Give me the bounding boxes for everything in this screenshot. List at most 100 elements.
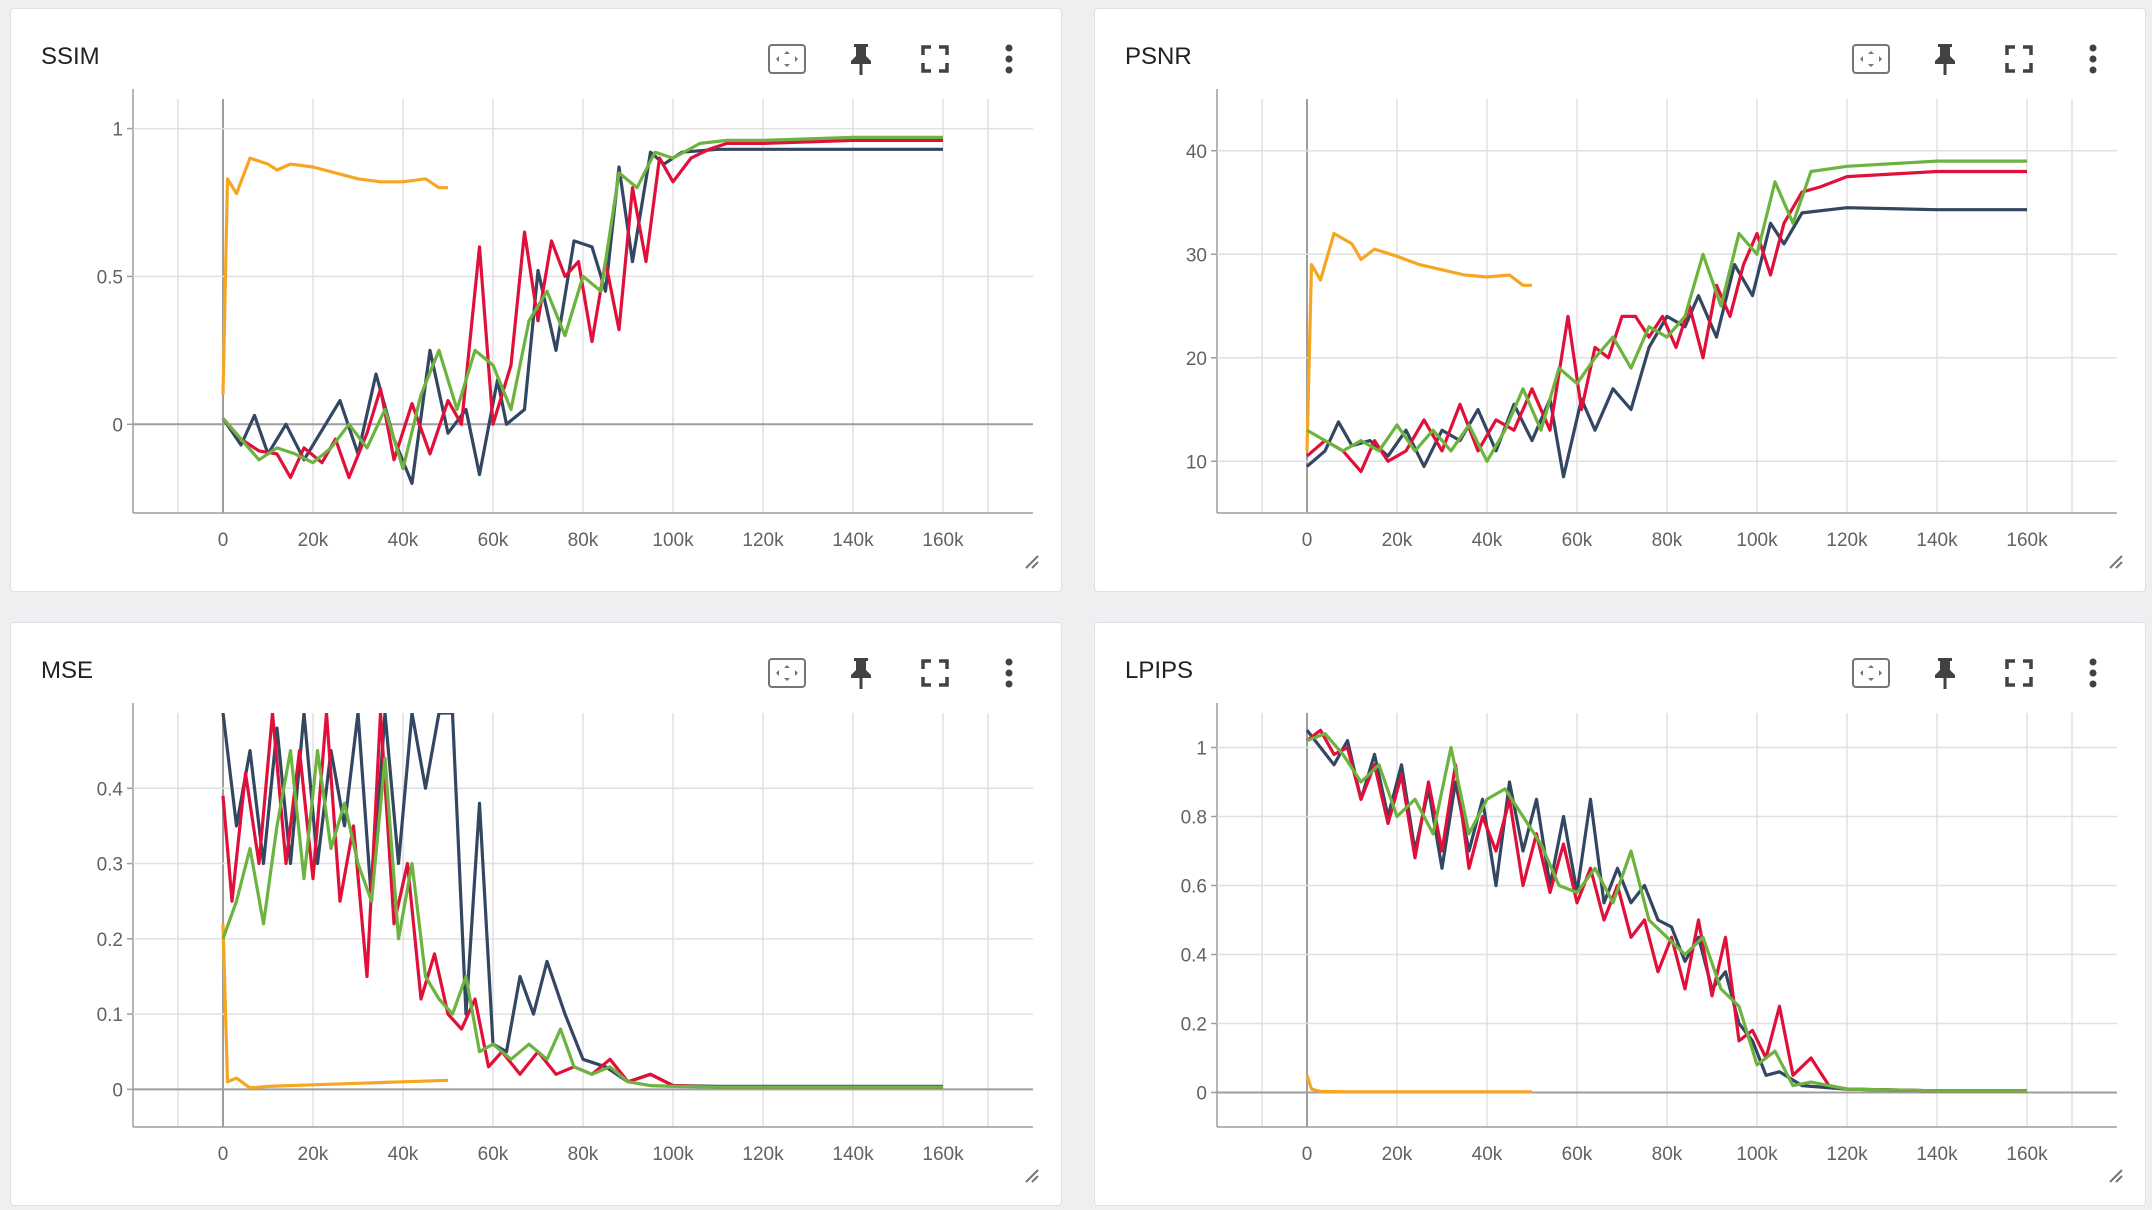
series-line-orange (1305, 1074, 1532, 1094)
y-tick-label: 1 (112, 120, 123, 141)
chart-card-ssim: SSIM 0 20k 40k 60k 80k 100k 120k 140k 160k 0 0.5 1 (10, 8, 1062, 592)
pin-button[interactable] (1923, 651, 1967, 695)
pin-button[interactable] (1923, 37, 1967, 81)
fit-domain-button[interactable] (765, 37, 809, 81)
series-line-green (221, 135, 943, 471)
resize-handle-icon[interactable] (1023, 1167, 1039, 1183)
series-line-orange (221, 923, 449, 1090)
series-line-green (1306, 732, 2027, 1093)
x-tick-label: 120k (742, 530, 784, 551)
y-tick-label: 40 (1186, 142, 1207, 163)
pin-icon (1935, 658, 1955, 689)
y-tick-label: 1 (1196, 739, 1207, 760)
x-tick-label: 160k (922, 530, 964, 551)
series-line-green (221, 748, 943, 1089)
x-tick-label: 100k (652, 1144, 694, 1165)
chart-title: PSNR (1125, 43, 1192, 70)
series-line-red (221, 138, 943, 480)
x-tick-label: 40k (388, 1144, 419, 1165)
x-tick-label: 20k (298, 1144, 329, 1165)
x-tick-label: 60k (478, 1144, 509, 1165)
resize-handle-icon[interactable] (2107, 1167, 2123, 1183)
x-tick-label: 140k (832, 530, 874, 551)
x-tick-label: 100k (1736, 1144, 1778, 1165)
chart-title: MSE (41, 657, 94, 684)
y-tick-label: 10 (1186, 452, 1207, 473)
x-tick-label: 20k (298, 530, 329, 551)
x-tick-label: 20k (1382, 1144, 1413, 1165)
x-tick-label: 40k (388, 530, 419, 551)
resize-handle-icon[interactable] (1023, 553, 1039, 569)
y-tick-label: 0.1 (97, 1005, 123, 1026)
x-tick-label: 140k (1916, 1144, 1958, 1165)
more-options-button[interactable] (987, 37, 1031, 81)
chart-title: LPIPS (1125, 657, 1194, 684)
more-vert-icon (2089, 658, 2097, 688)
y-tick-label: 0.2 (97, 930, 123, 951)
fit-domain-icon (1852, 44, 1890, 74)
pin-icon (851, 658, 871, 689)
more-options-button[interactable] (2071, 651, 2115, 695)
x-tick-label: 100k (652, 530, 694, 551)
chart-plot[interactable]: 0 20k 40k 60k 80k 100k 120k 140k 160k 0 0.5 1 (11, 9, 1063, 593)
fullscreen-icon (921, 45, 949, 73)
x-tick-label: 0 (1302, 1144, 1313, 1165)
fullscreen-icon (2005, 659, 2033, 687)
chart-title: SSIM (41, 43, 100, 70)
x-tick-label: 60k (1562, 1144, 1593, 1165)
x-tick-label: 40k (1472, 1144, 1503, 1165)
y-tick-label: 0 (112, 415, 123, 436)
series-line-orange (1305, 231, 1532, 451)
x-tick-label: 80k (568, 530, 599, 551)
card-toolbar (765, 37, 1031, 81)
fit-domain-button[interactable] (1849, 651, 1893, 695)
more-vert-icon (1005, 44, 1013, 74)
chart-plot[interactable]: 0 20k 40k 60k 80k 100k 120k 140k 160k 10 20 30 40 (1095, 9, 2147, 593)
series-line-red (1305, 169, 2027, 474)
more-options-button[interactable] (2071, 37, 2115, 81)
x-tick-label: 120k (1826, 530, 1868, 551)
card-toolbar (1849, 651, 2115, 695)
chart-plot[interactable]: 0 20k 40k 60k 80k 100k 120k 140k 160k 0 0.1 0.2 0.3 0… (11, 623, 1063, 1207)
fit-domain-button[interactable] (765, 651, 809, 695)
x-tick-label: 20k (1382, 530, 1413, 551)
more-options-button[interactable] (987, 651, 1031, 695)
x-tick-label: 160k (2006, 1144, 2048, 1165)
x-tick-label: 100k (1736, 530, 1778, 551)
resize-handle-icon[interactable] (2107, 553, 2123, 569)
pin-button[interactable] (839, 37, 883, 81)
chart-card-lpips: LPIPS 0 20k 40k 60k 80k 100k 120k 140k 160k 0 0.2 0… (1094, 622, 2146, 1206)
x-tick-label: 80k (1652, 1144, 1683, 1165)
fullscreen-icon (2005, 45, 2033, 73)
x-tick-label: 120k (1826, 1144, 1868, 1165)
card-toolbar (765, 651, 1031, 695)
x-tick-label: 80k (568, 1144, 599, 1165)
y-tick-label: 0.2 (1181, 1015, 1207, 1036)
pin-icon (851, 44, 871, 75)
chart-plot[interactable]: 0 20k 40k 60k 80k 100k 120k 140k 160k 0 0.2 0.4 0.6 0… (1095, 623, 2147, 1207)
fullscreen-button[interactable] (1997, 37, 2041, 81)
more-vert-icon (2089, 44, 2097, 74)
more-vert-icon (1005, 658, 1013, 688)
chart-card-psnr: PSNR 0 20k 40k 60k 80k 100k 120k 140k 160k 10 20 30… (1094, 8, 2146, 592)
fullscreen-button[interactable] (913, 651, 957, 695)
chart-card-mse: MSE 0 20k 40k 60k 80k 100k 120k 140k 160k 0 0.1 0.2… (10, 622, 1062, 1206)
y-tick-label: 0 (1196, 1084, 1207, 1105)
x-tick-label: 0 (218, 530, 229, 551)
fullscreen-button[interactable] (1997, 651, 2041, 695)
series-line-green (1306, 159, 2027, 463)
fullscreen-button[interactable] (913, 37, 957, 81)
y-tick-label: 0.8 (1181, 808, 1207, 829)
x-tick-label: 40k (1472, 530, 1503, 551)
x-tick-label: 140k (1916, 530, 1958, 551)
x-tick-label: 80k (1652, 530, 1683, 551)
pin-button[interactable] (839, 651, 883, 695)
y-tick-label: 0.3 (97, 855, 123, 876)
y-tick-label: 0.4 (1181, 946, 1208, 967)
fit-domain-icon (768, 44, 806, 74)
y-tick-label: 0.5 (97, 267, 123, 288)
card-toolbar (1849, 37, 2115, 81)
x-tick-label: 0 (1302, 530, 1313, 551)
fit-domain-icon (1852, 658, 1890, 688)
fit-domain-button[interactable] (1849, 37, 1893, 81)
